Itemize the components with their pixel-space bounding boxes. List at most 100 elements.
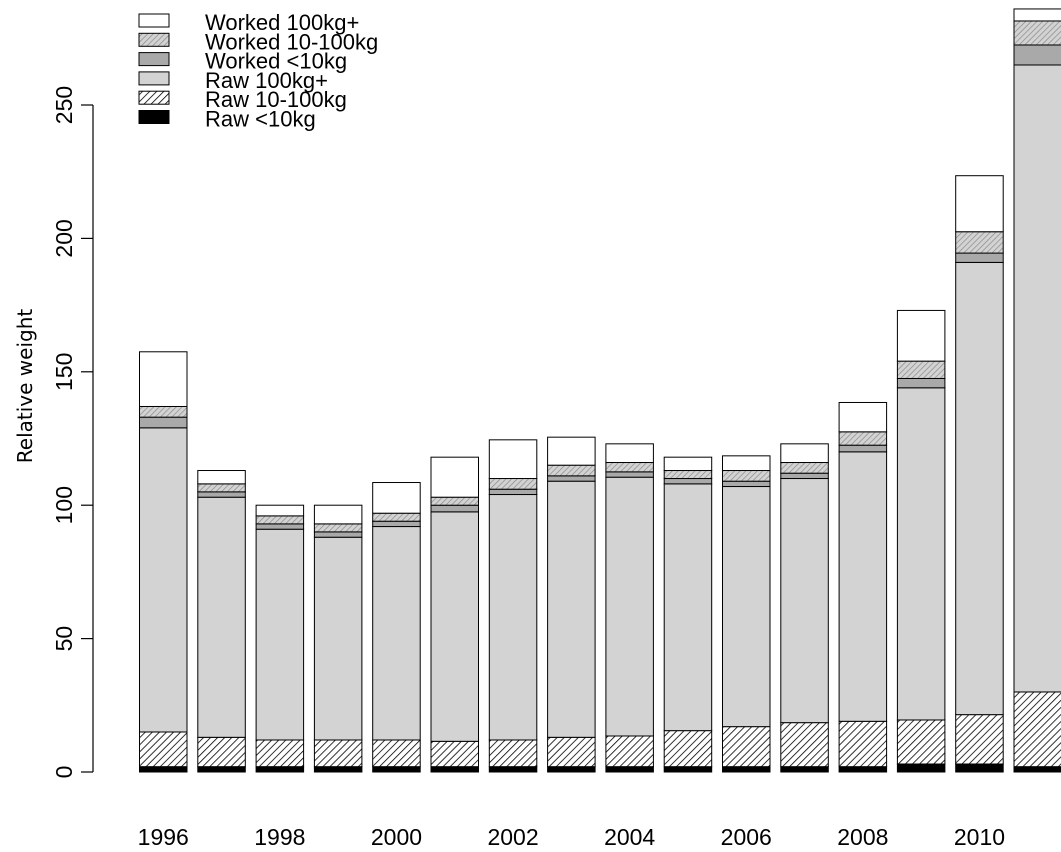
- bar-segment-1998-1: [255, 739, 305, 768]
- bar-segment-1997-3: [197, 491, 246, 498]
- y-tick-label: 50: [51, 626, 77, 652]
- y-axis-title: Relative weight: [13, 309, 37, 464]
- bar-segment-2008-3: [838, 444, 888, 453]
- bar-segment-2008-1: [838, 720, 888, 768]
- y-tick-label: 250: [51, 86, 77, 124]
- y-tick-label: 0: [51, 766, 77, 779]
- bar-segment-2009-5: [896, 309, 946, 362]
- bar-segment-2004-0: [605, 766, 654, 773]
- bar-segment-1997-0: [197, 766, 246, 773]
- x-tick-label: 2006: [721, 824, 772, 850]
- y-tick-label: 200: [51, 219, 77, 257]
- bar-segment-2001-2: [430, 511, 479, 742]
- bar-segment-2003-0: [547, 766, 596, 773]
- bar-segment-1998-0: [255, 766, 305, 773]
- legend-swatch: [138, 90, 170, 105]
- legend-label: Worked 10-100kg: [205, 29, 378, 54]
- x-tick-label: 2008: [837, 824, 888, 850]
- bar-segment-2004-4: [605, 462, 654, 473]
- legend-label: Worked 100kg+: [205, 10, 359, 35]
- bar-segment-1997-2: [197, 496, 246, 738]
- bar-segment-2002-4: [488, 478, 538, 490]
- legend-label: Raw 10-100kg: [205, 87, 347, 112]
- x-tick-label: 2010: [954, 824, 1005, 850]
- bar-segment-2000-4: [372, 512, 421, 522]
- bar-segment-2006-1: [722, 726, 771, 768]
- bar-segment-2006-3: [722, 480, 771, 488]
- legend-swatch: [138, 52, 170, 67]
- bar-segment-2011-5: [1013, 8, 1061, 22]
- bar-segment-1999-4: [313, 523, 363, 533]
- x-tick-label: 2000: [371, 824, 422, 850]
- bar-segment-2011-1: [1013, 691, 1061, 768]
- bar-segment-2004-2: [605, 476, 654, 737]
- bar-segment-2000-3: [372, 520, 421, 528]
- bar-segment-2010-3: [955, 252, 1004, 263]
- bar-segment-2003-1: [547, 736, 596, 768]
- bar-segment-2003-3: [547, 475, 596, 482]
- bar-segment-1998-3: [255, 523, 305, 530]
- bar-segment-2010-0: [955, 763, 1004, 773]
- bar-segment-1996-5: [139, 351, 188, 407]
- legend-swatch: [138, 71, 170, 86]
- bar-segment-2007-1: [780, 722, 829, 768]
- bar-segment-1996-3: [139, 416, 188, 429]
- legend-label: Raw <10kg: [205, 107, 316, 132]
- y-axis: 0 50 100 150 200 250: [51, 86, 94, 779]
- bar-segment-2009-2: [896, 387, 946, 721]
- bar-segment-2011-2: [1013, 64, 1061, 693]
- bar-segment-2004-5: [605, 443, 654, 464]
- x-tick-label: 2002: [487, 824, 538, 850]
- bar-segment-2001-1: [430, 740, 479, 768]
- bar-segment-2007-3: [780, 472, 829, 480]
- bar-segment-2007-4: [780, 462, 829, 474]
- bar-segment-2001-4: [430, 496, 479, 506]
- bar-segment-2002-1: [488, 739, 538, 768]
- bar-segment-1996-4: [139, 405, 188, 418]
- bar-segment-1996-2: [139, 427, 188, 733]
- bar-segment-2008-0: [838, 766, 888, 773]
- legend-swatch: [138, 32, 170, 47]
- x-tick-label: 1996: [138, 824, 189, 850]
- legend-label: Worked <10kg: [205, 49, 347, 74]
- bar-segment-2011-4: [1013, 20, 1061, 46]
- bar-segment-2001-3: [430, 504, 479, 513]
- bar-segment-2008-5: [838, 401, 888, 433]
- bar-segment-2006-0: [722, 766, 771, 773]
- bar-segment-2011-3: [1013, 44, 1061, 66]
- bar-segment-2009-4: [896, 360, 946, 379]
- bar-segment-2005-0: [663, 766, 713, 773]
- bar-segment-2001-0: [430, 766, 479, 773]
- bar-segment-2009-3: [896, 377, 946, 389]
- bar-segment-1999-2: [313, 536, 363, 741]
- bar-segment-2006-2: [722, 486, 771, 728]
- x-tick-labels: 1996 1998 2000 2002 2004 2006 2008 2010: [138, 824, 1005, 850]
- bar-segment-2000-2: [372, 526, 421, 741]
- bar-segment-2007-5: [780, 443, 829, 464]
- bar-segment-2005-3: [663, 478, 713, 485]
- bar-segment-2006-5: [722, 455, 771, 472]
- bar-segment-2003-2: [547, 480, 596, 738]
- bar-segment-2011-0: [1013, 766, 1061, 773]
- bar-segment-1998-4: [255, 515, 305, 525]
- bar-segment-2000-0: [372, 766, 421, 773]
- legend-swatch: [138, 13, 170, 28]
- bar-segment-1999-5: [313, 504, 363, 525]
- bar-segment-2005-1: [663, 730, 713, 768]
- bar-segment-2003-4: [547, 464, 596, 477]
- bar-segment-1996-0: [139, 766, 188, 773]
- y-tick-label: 150: [51, 353, 77, 391]
- x-tick-label: 2004: [604, 824, 655, 850]
- bar-segment-2010-5: [955, 175, 1004, 233]
- bar-segment-1997-4: [197, 483, 246, 493]
- bar-segment-1998-5: [255, 504, 305, 517]
- bar-segment-2007-2: [780, 478, 829, 724]
- bar-segment-2002-0: [488, 766, 538, 773]
- bar-segment-1999-1: [313, 739, 363, 768]
- bar-segment-2002-3: [488, 488, 538, 496]
- bar-segment-2007-0: [780, 766, 829, 773]
- bar-segment-2004-3: [605, 471, 654, 478]
- bar-segment-2009-1: [896, 719, 946, 765]
